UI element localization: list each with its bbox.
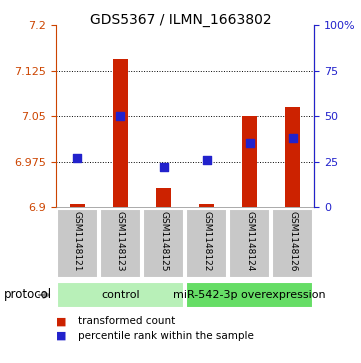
Text: GSM1148124: GSM1148124 [245,211,254,271]
Point [75,155,81,161]
Text: miR-542-3p overexpression: miR-542-3p overexpression [173,290,326,300]
Text: transformed count: transformed count [78,316,175,326]
Bar [143,209,184,278]
Bar [113,59,128,207]
Bar [156,188,171,207]
Text: protocol: protocol [4,289,52,301]
Bar [199,204,214,207]
Text: GDS5367 / ILMN_1663802: GDS5367 / ILMN_1663802 [90,13,271,27]
Text: percentile rank within the sample: percentile rank within the sample [78,331,253,341]
Point [161,164,166,170]
Bar [70,204,85,207]
Text: GSM1148123: GSM1148123 [116,211,125,271]
Bar [242,116,257,207]
Bar [285,107,300,207]
Text: GSM1148121: GSM1148121 [73,211,82,271]
Bar [186,282,313,308]
Bar [100,209,141,278]
Point [204,157,209,163]
Bar [229,209,270,278]
Bar [57,209,98,278]
Bar [186,209,227,278]
Text: ■: ■ [56,331,66,341]
Text: GSM1148122: GSM1148122 [202,211,211,271]
Point [118,113,123,119]
Point [290,135,295,141]
Text: GSM1148125: GSM1148125 [159,211,168,271]
Text: control: control [101,290,140,300]
Text: ■: ■ [56,316,66,326]
Text: GSM1148126: GSM1148126 [288,211,297,271]
Bar [272,209,313,278]
Bar [57,282,184,308]
Point [247,140,252,146]
